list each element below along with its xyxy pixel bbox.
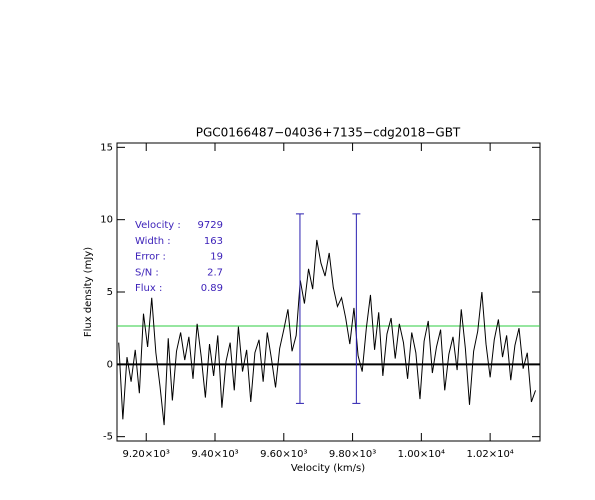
annotation-value: 2.7 [207,267,223,278]
annotation-label: Velocity : [135,220,181,231]
y-tick-label: 15 [100,142,113,153]
annotation-label: Flux : [135,283,162,294]
annotation-value: 0.89 [201,283,223,294]
x-tick-label: 9.80×10³ [329,449,376,460]
x-tick-label: 9.60×10³ [260,449,307,460]
y-tick-label: 5 [107,287,113,298]
annotation-label: Error : [135,252,166,263]
annotation-value: 163 [204,236,223,247]
annotation-value: 19 [210,252,223,263]
x-axis-label: Velocity (km/s) [291,463,365,474]
x-tick-label: 9.40×10³ [191,449,238,460]
x-tick-label: 1.02×10⁴ [466,449,513,460]
annotation-label: S/N : [135,267,159,278]
spectrum-line [118,239,537,426]
y-axis-label: Flux density (mJy) [83,247,94,337]
x-tick-label: 1.00×10⁴ [398,449,445,460]
plot-frame [116,142,541,442]
x-tick-label: 9.20×10³ [123,449,170,460]
y-tick-label: -5 [103,432,113,443]
annotation-label: Width : [135,236,171,247]
annotation-value: 9729 [198,220,223,231]
y-tick-label: 10 [100,215,113,226]
chart-title: PGC0166487−04036+7135−cdg2018−GBT [196,126,461,140]
y-tick-label: 0 [107,359,113,370]
